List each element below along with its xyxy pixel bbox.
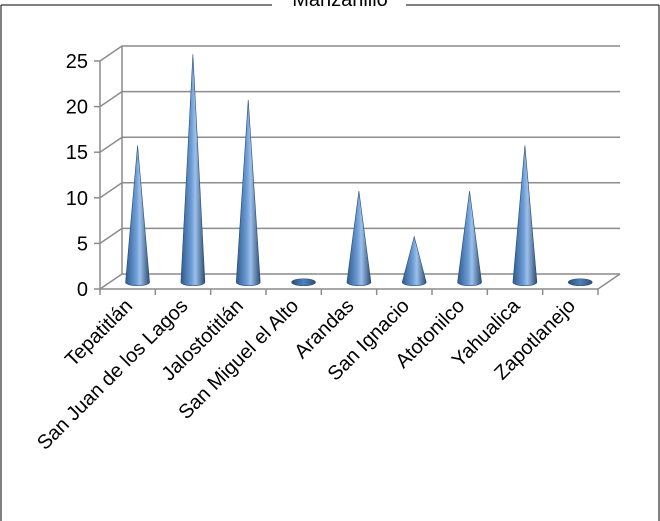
cone-4 [346, 191, 372, 287]
cone-body [235, 99, 261, 287]
gridline [99, 182, 620, 199]
gridlines [99, 45, 621, 290]
y-tick-label: 25 [66, 51, 88, 73]
cone-5 [401, 235, 427, 287]
gridline [99, 227, 620, 245]
cone-0 [125, 145, 150, 287]
cone-base [567, 278, 593, 287]
y-tick-label: 20 [66, 97, 88, 119]
y-tick-label: 0 [77, 279, 88, 301]
cone-6 [457, 191, 482, 287]
cone-body [125, 145, 150, 287]
cone-body [457, 191, 482, 287]
gridline [99, 90, 620, 108]
cone-8 [567, 278, 593, 287]
cone-body [346, 191, 372, 287]
y-tick-label: 5 [77, 233, 88, 255]
y-axis: 0 5 10 15 20 25 [66, 51, 599, 301]
gridline [99, 273, 620, 290]
cone-series [125, 54, 593, 287]
y-tick-label: 15 [66, 142, 88, 164]
y-tick-label: 10 [66, 188, 88, 210]
gridline [99, 136, 620, 153]
floor-right-edge [597, 273, 621, 290]
cone-1 [180, 54, 206, 287]
cone-7 [512, 145, 538, 287]
chart-title: Manzanillo [292, 0, 388, 11]
cone-3 [291, 278, 316, 287]
cone-body [512, 145, 538, 287]
gridline [99, 45, 620, 62]
cone-2 [235, 99, 261, 287]
cone-body [180, 54, 206, 287]
cone-body [401, 235, 427, 287]
cone-base [291, 278, 316, 287]
